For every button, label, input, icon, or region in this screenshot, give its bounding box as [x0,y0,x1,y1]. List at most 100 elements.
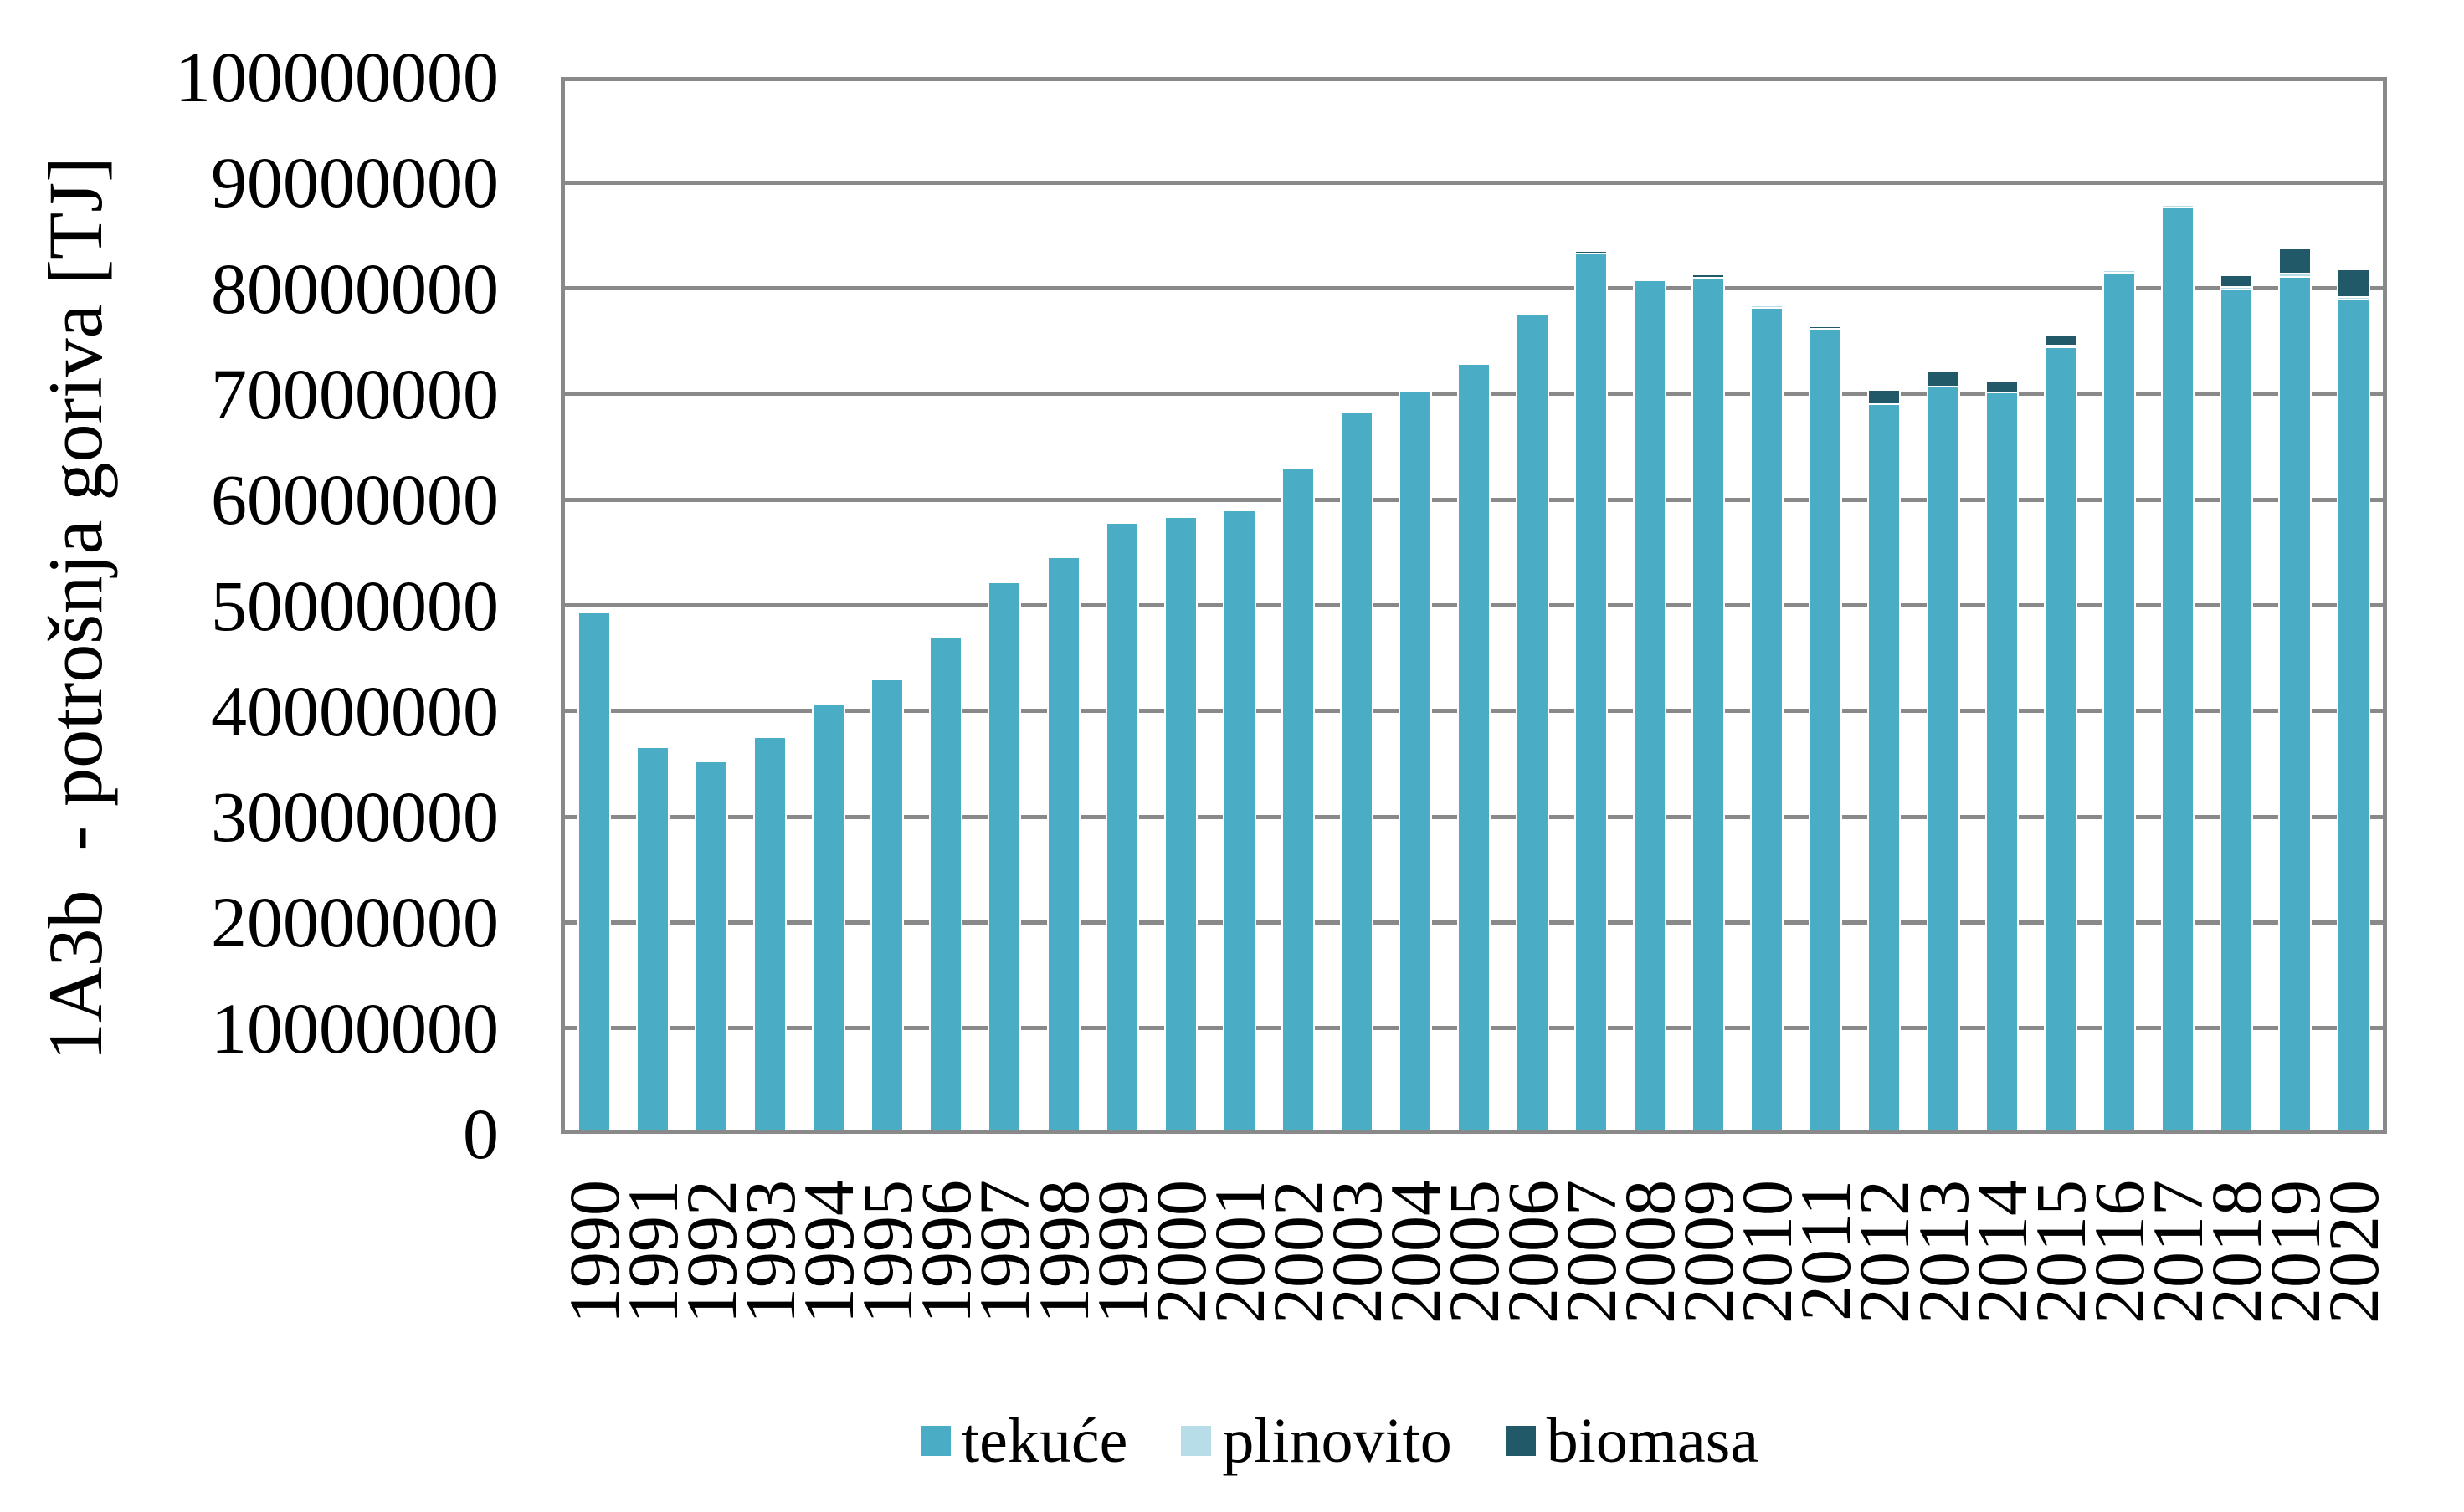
y-tick-label: 50000000 [211,565,499,646]
bar-segment-biomasa-2015 [2043,335,2077,345]
bar-2004 [1398,391,1432,1130]
bar-segment-biomasa-2019 [2277,247,2312,274]
bar-segment-tekuće-1996 [929,637,963,1130]
bar-segment-tekuće-2007 [1574,252,1609,1130]
bar-segment-tekuće-2014 [1984,392,2019,1130]
bar-1997 [988,581,1022,1130]
plot-area [561,77,2387,1134]
y-tick-label: 90000000 [211,142,499,223]
bar-segment-tekuće-1991 [636,746,670,1130]
bar-2012 [1867,389,1902,1130]
bar-segment-biomasa-2011 [1809,325,1843,329]
bar-segment-tekuće-2017 [2160,207,2194,1130]
bar-segment-tekuće-2008 [1633,279,1667,1130]
y-tick-label: 100000000 [175,37,499,117]
bar-1990 [578,612,612,1130]
gridline [565,286,2383,291]
bar-1998 [1046,556,1081,1130]
legend-item-plinovito: plinovito [1181,1406,1452,1476]
bar-segment-tekuće-2006 [1516,312,1550,1130]
legend: tekuće plinovito biomasa [921,1406,1759,1476]
bar-2018 [2219,274,2253,1130]
bar-1992 [695,761,729,1130]
bar-segment-tekuće-1990 [578,612,612,1130]
bar-segment-biomasa-2014 [1984,380,2019,392]
legend-label-biomasa: biomasa [1546,1406,1759,1476]
bar-segment-tekuće-1998 [1046,556,1081,1130]
bar-segment-tekuće-1997 [988,581,1022,1130]
bar-segment-plinovito-2019 [2277,273,2312,276]
bar-2005 [1457,363,1491,1130]
bar-2013 [1926,369,1960,1130]
bar-1994 [812,704,846,1130]
y-tick-label: 40000000 [211,670,499,751]
bar-2019 [2277,247,2312,1130]
bar-2002 [1281,468,1315,1130]
legend-swatch-tekuće [921,1426,951,1456]
bar-segment-plinovito-2008 [1633,277,1667,279]
bar-segment-tekuće-2000 [1163,516,1198,1130]
bar-2003 [1339,412,1373,1130]
bar-segment-plinovito-2010 [1750,304,1784,307]
bar-segment-plinovito-2020 [2336,295,2370,300]
bar-2015 [2043,335,2077,1130]
bar-segment-tekuće-2020 [2336,299,2370,1130]
bar-1999 [1105,521,1139,1130]
bar-segment-biomasa-2007 [1574,250,1609,253]
bar-segment-tekuće-2010 [1750,306,1784,1130]
gridline [565,180,2383,185]
legend-swatch-plinovito [1181,1426,1212,1456]
y-tick-label: 0 [463,1094,499,1174]
x-tick-label-2020: 2020 [2313,1180,2394,1324]
bars-layer [565,81,2383,1130]
legend-label-plinovito: plinovito [1222,1406,1452,1476]
bar-segment-tekuće-1999 [1105,521,1139,1130]
bar-segment-tekuće-2003 [1339,412,1373,1130]
bar-segment-tekuće-2019 [2277,275,2312,1130]
bar-segment-tekuće-1992 [695,761,729,1130]
y-tick-label: 80000000 [211,248,499,329]
bar-2000 [1163,516,1198,1130]
bar-segment-plinovito-2017 [2160,203,2194,208]
bar-segment-tekuće-1993 [753,736,788,1130]
bar-1996 [929,637,963,1130]
bar-segment-biomasa-2009 [1691,273,1726,277]
y-tick-label: 30000000 [211,777,499,858]
bar-segment-tekuće-2009 [1691,276,1726,1130]
bar-1995 [870,678,905,1130]
bar-segment-tekuće-2018 [2219,289,2253,1130]
bar-2001 [1222,509,1256,1130]
bar-segment-tekuće-2005 [1457,363,1491,1130]
bar-2010 [1750,304,1784,1130]
bar-segment-tekuće-2012 [1867,402,1902,1130]
bar-2016 [2102,269,2136,1130]
bar-2017 [2160,203,2194,1130]
bar-2020 [2336,269,2370,1130]
bar-2008 [1633,277,1667,1130]
bar-1993 [753,736,788,1130]
bar-2011 [1809,325,1843,1130]
bar-segment-tekuće-1994 [812,704,846,1130]
bar-2014 [1984,380,2019,1130]
bar-segment-plinovito-2016 [2102,269,2136,273]
y-tick-label: 70000000 [211,353,499,434]
bar-segment-tekuće-1995 [870,678,905,1130]
bar-segment-plinovito-2015 [2043,344,2077,347]
bar-1991 [636,746,670,1130]
bar-2007 [1574,250,1609,1130]
bar-segment-tekuće-2015 [2043,346,2077,1130]
bar-segment-tekuće-2013 [1926,385,1960,1130]
bar-2009 [1691,273,1726,1130]
bar-segment-tekuće-2011 [1809,328,1843,1130]
bar-segment-plinovito-2018 [2219,286,2253,290]
legend-item-tekuće: tekuće [921,1406,1128,1476]
bar-segment-biomasa-2012 [1867,389,1902,403]
legend-item-biomasa: biomasa [1505,1406,1759,1476]
y-tick-label: 60000000 [211,459,499,541]
legend-swatch-biomasa [1505,1426,1536,1456]
bar-segment-tekuće-2001 [1222,509,1256,1130]
legend-label-tekuće: tekuće [962,1406,1128,1476]
bar-segment-biomasa-2013 [1926,369,1960,386]
bar-segment-tekuće-2016 [2102,272,2136,1130]
